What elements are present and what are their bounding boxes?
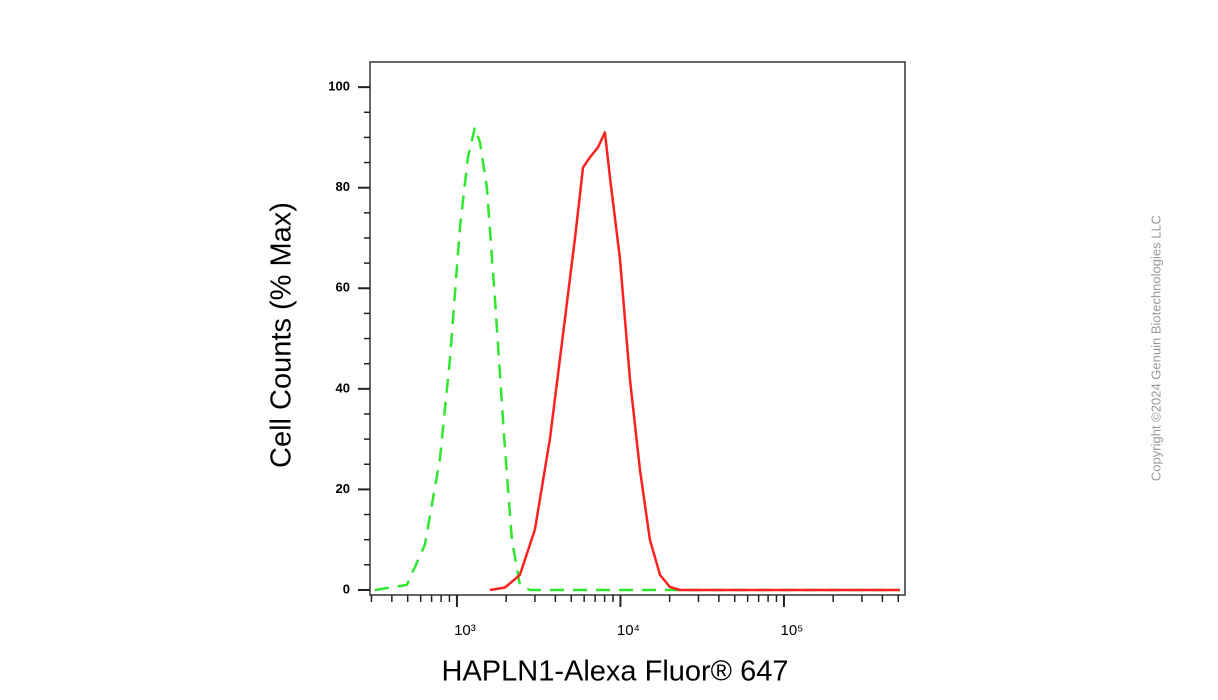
y-tick-label: 80 (336, 179, 350, 194)
y-tick-label: 20 (336, 481, 350, 496)
y-axis-label: Cell Counts (% Max) (266, 202, 298, 468)
watermark: Copyright ©2024 Genuin Biotechnologies L… (1148, 215, 1163, 481)
y-tick-label: 40 (336, 380, 350, 395)
series-line (489, 131, 900, 592)
y-tick-label: 0 (343, 581, 350, 596)
x-tick-label: 10⁵ (780, 622, 803, 639)
x-tick-label: 10⁴ (617, 622, 640, 639)
x-axis-label: HAPLN1-Alexa Fluor® 647 (442, 656, 789, 688)
plot-frame (369, 61, 906, 596)
y-tick-label: 60 (336, 280, 350, 295)
y-tick-label: 100 (328, 79, 350, 94)
x-tick-label: 10³ (454, 622, 476, 639)
series-line (374, 126, 900, 592)
